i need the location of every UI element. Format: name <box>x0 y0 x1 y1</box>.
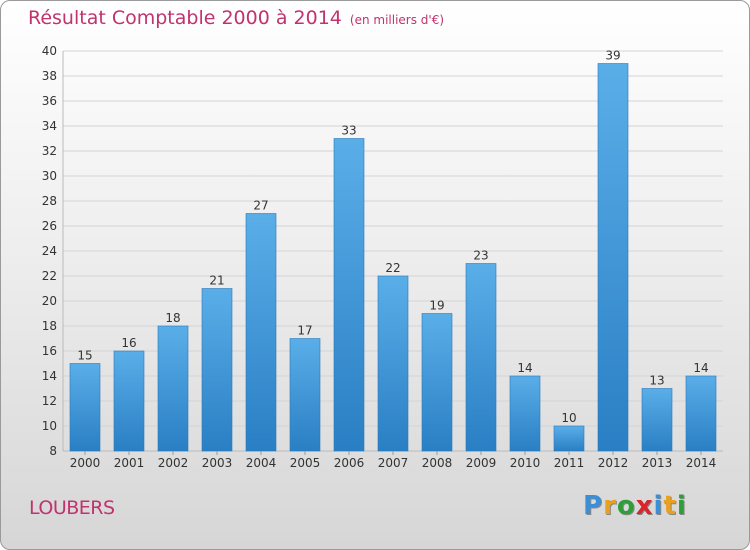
bar-value-label: 17 <box>297 324 312 338</box>
y-tick-label: 16 <box>42 344 57 358</box>
y-tick-label: 10 <box>42 419 57 433</box>
bar <box>597 63 629 452</box>
logo-letter: i <box>653 491 664 521</box>
x-tick-label: 2014 <box>686 456 717 470</box>
bar-value-label: 16 <box>121 336 136 350</box>
bar <box>421 313 453 452</box>
logo-letter: x <box>635 491 654 521</box>
logo-letter: i <box>676 491 687 521</box>
bar-value-label: 33 <box>341 124 356 138</box>
bar-value-label: 19 <box>429 299 444 313</box>
y-tick-label: 30 <box>42 169 57 183</box>
bar-value-label: 39 <box>605 49 620 63</box>
x-tick-label: 2010 <box>510 456 541 470</box>
x-axis-ticks: 2000 2001 2002 2003 2004 2005 2006 2007 2008 2009… <box>70 451 717 470</box>
x-tick-label: 2013 <box>642 456 673 470</box>
x-tick-label: 2006 <box>334 456 365 470</box>
bar-value-label: 22 <box>385 261 400 275</box>
x-tick-label: 2011 <box>554 456 585 470</box>
bar <box>69 363 101 452</box>
y-tick-label: 26 <box>42 219 57 233</box>
chart-subtitle: (en milliers d'€) <box>349 13 445 27</box>
bar <box>509 375 541 452</box>
y-axis-ticks: 8 10 12 14 16 18 20 22 24 26 28 30 32 34 36 38 40 <box>42 44 57 458</box>
bar <box>641 388 673 452</box>
bar <box>201 288 233 452</box>
bar-value-label: 10 <box>561 411 576 425</box>
data-labels: 15 16 18 21 27 17 33 22 19 23 14 10 39 13 14 <box>77 49 708 426</box>
bar-value-label: 18 <box>165 311 180 325</box>
bar <box>377 275 409 452</box>
bar-value-label: 13 <box>649 374 664 388</box>
bar <box>157 325 189 452</box>
x-tick-label: 2008 <box>422 456 453 470</box>
x-tick-label: 2007 <box>378 456 409 470</box>
y-tick-label: 34 <box>42 119 57 133</box>
x-tick-label: 2003 <box>202 456 233 470</box>
y-tick-label: 18 <box>42 319 57 333</box>
bar <box>333 138 365 452</box>
bar <box>245 213 277 452</box>
logo-letter: o <box>616 491 636 521</box>
bar <box>685 375 717 452</box>
x-tick-label: 2005 <box>290 456 321 470</box>
y-tick-label: 40 <box>42 44 57 58</box>
y-tick-label: 14 <box>42 369 57 383</box>
place-name: LOUBERS <box>29 497 115 519</box>
bar <box>553 425 585 452</box>
proxiti-logo: Proxiti <box>583 491 687 521</box>
y-tick-label: 20 <box>42 294 57 308</box>
y-tick-label: 22 <box>42 269 57 283</box>
x-tick-label: 2009 <box>466 456 497 470</box>
bar-value-label: 15 <box>77 349 92 363</box>
y-tick-label: 32 <box>42 144 57 158</box>
x-tick-label: 2000 <box>70 456 101 470</box>
logo-letter: r <box>603 491 617 521</box>
y-tick-label: 38 <box>42 69 57 83</box>
x-tick-label: 2004 <box>246 456 277 470</box>
bar-value-label: 14 <box>693 361 708 375</box>
x-tick-label: 2012 <box>598 456 629 470</box>
x-tick-label: 2001 <box>114 456 145 470</box>
bar-value-label: 23 <box>473 249 488 263</box>
y-tick-label: 8 <box>49 444 57 458</box>
bar-value-label: 27 <box>253 199 268 213</box>
y-tick-label: 24 <box>42 244 57 258</box>
bars <box>69 63 717 452</box>
bar-value-label: 21 <box>209 274 224 288</box>
bar-value-label: 14 <box>517 361 532 375</box>
logo-letter: t <box>663 491 677 521</box>
bar <box>465 263 497 452</box>
y-tick-label: 36 <box>42 94 57 108</box>
chart-title: Résultat Comptable 2000 à 2014 (en millie… <box>28 7 444 29</box>
bar <box>289 338 321 452</box>
y-tick-label: 28 <box>42 194 57 208</box>
x-tick-label: 2002 <box>158 456 189 470</box>
bar <box>113 350 145 452</box>
y-tick-label: 12 <box>42 394 57 408</box>
chart-title-text: Résultat Comptable 2000 à 2014 <box>28 7 342 29</box>
logo-letter: P <box>583 491 604 521</box>
